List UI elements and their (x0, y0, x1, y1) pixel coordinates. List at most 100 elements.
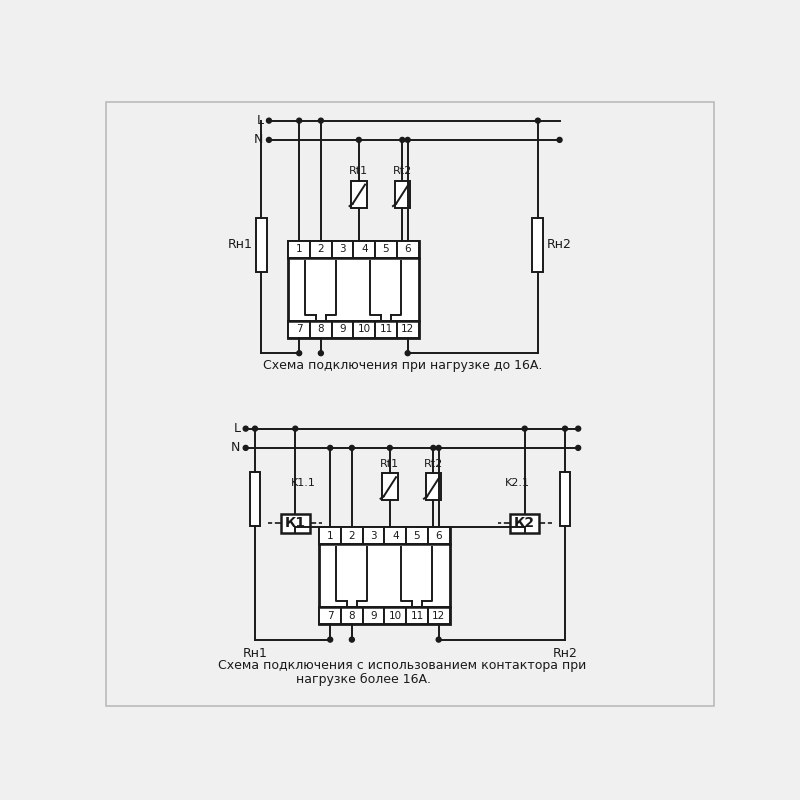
Circle shape (266, 138, 271, 142)
Bar (351, 181, 366, 208)
Bar (288, 321, 310, 338)
Circle shape (328, 446, 333, 450)
Circle shape (318, 118, 323, 123)
Text: Rt2: Rt2 (424, 459, 443, 469)
Bar (250, 472, 261, 526)
Text: 7: 7 (296, 324, 302, 334)
Text: Rt1: Rt1 (380, 459, 399, 469)
Text: 4: 4 (361, 244, 367, 254)
Circle shape (243, 426, 248, 431)
Circle shape (576, 426, 581, 431)
Bar (310, 321, 332, 338)
Bar (559, 472, 570, 526)
Circle shape (297, 350, 302, 356)
Circle shape (293, 426, 298, 431)
Circle shape (243, 446, 248, 450)
Text: 2: 2 (349, 530, 355, 541)
Circle shape (557, 138, 562, 142)
Text: K2.1: K2.1 (505, 478, 530, 487)
Circle shape (535, 118, 540, 123)
Circle shape (266, 118, 271, 123)
Text: 12: 12 (432, 610, 446, 621)
Bar (362, 607, 385, 624)
Bar (362, 527, 385, 544)
Circle shape (328, 637, 333, 642)
Circle shape (387, 446, 392, 450)
Circle shape (436, 637, 441, 642)
Bar (375, 321, 397, 338)
Bar (332, 241, 354, 258)
Bar (385, 527, 406, 544)
Bar (397, 321, 418, 338)
Text: 4: 4 (392, 530, 398, 541)
Bar (288, 241, 418, 338)
Text: 1: 1 (296, 244, 302, 254)
Circle shape (350, 637, 354, 642)
Bar (354, 321, 375, 338)
Text: 7: 7 (327, 610, 334, 621)
Circle shape (400, 138, 405, 142)
Text: N: N (254, 134, 263, 146)
Bar (256, 218, 266, 271)
Bar (281, 514, 310, 533)
Bar (406, 527, 428, 544)
Bar (394, 181, 410, 208)
Text: 11: 11 (410, 610, 424, 621)
Circle shape (430, 446, 436, 450)
Text: Rt1: Rt1 (350, 166, 369, 177)
Text: 9: 9 (370, 610, 377, 621)
Text: N: N (231, 442, 240, 454)
Bar (341, 527, 362, 544)
Bar (406, 607, 428, 624)
Text: Rн2: Rн2 (546, 238, 571, 251)
Text: Rt2: Rt2 (393, 166, 412, 177)
Text: Rн2: Rн2 (553, 647, 578, 660)
Text: K1.1: K1.1 (290, 478, 315, 487)
Text: 3: 3 (339, 244, 346, 254)
Bar (319, 527, 450, 624)
Bar (319, 607, 341, 624)
Circle shape (405, 350, 410, 356)
Circle shape (576, 446, 581, 450)
Text: Rн1: Rн1 (242, 647, 267, 660)
Bar (332, 321, 354, 338)
Bar (354, 241, 375, 258)
Text: 11: 11 (379, 324, 393, 334)
Text: 10: 10 (358, 324, 371, 334)
Circle shape (297, 118, 302, 123)
Text: 8: 8 (318, 324, 324, 334)
Text: 8: 8 (349, 610, 355, 621)
Text: 3: 3 (370, 530, 377, 541)
Bar (319, 527, 341, 544)
Text: Схема подключения при нагрузке до 16А.: Схема подключения при нагрузке до 16А. (262, 359, 542, 372)
Text: L: L (257, 114, 263, 127)
Circle shape (436, 446, 441, 450)
Text: 2: 2 (318, 244, 324, 254)
Circle shape (356, 138, 362, 142)
Text: 6: 6 (435, 530, 442, 541)
Text: 5: 5 (382, 244, 390, 254)
Circle shape (318, 350, 323, 356)
Circle shape (405, 138, 410, 142)
Bar (428, 527, 450, 544)
Bar (533, 218, 543, 271)
Circle shape (522, 426, 527, 431)
Circle shape (350, 446, 354, 450)
Bar (375, 241, 397, 258)
Text: Rн1: Rн1 (228, 238, 253, 251)
Bar (385, 607, 406, 624)
Bar (382, 474, 398, 500)
Bar (341, 607, 362, 624)
Text: нагрузке более 16А.: нагрузке более 16А. (296, 673, 431, 686)
Text: 1: 1 (327, 530, 334, 541)
Bar (428, 607, 450, 624)
Text: 5: 5 (414, 530, 420, 541)
Bar (426, 474, 441, 500)
Text: К2: К2 (514, 516, 535, 530)
Bar (310, 241, 332, 258)
Text: 6: 6 (404, 244, 411, 254)
Text: Схема подключения с использованием контактора при: Схема подключения с использованием конта… (218, 659, 586, 672)
Circle shape (253, 426, 258, 431)
Text: 10: 10 (389, 610, 402, 621)
Bar (510, 514, 539, 533)
